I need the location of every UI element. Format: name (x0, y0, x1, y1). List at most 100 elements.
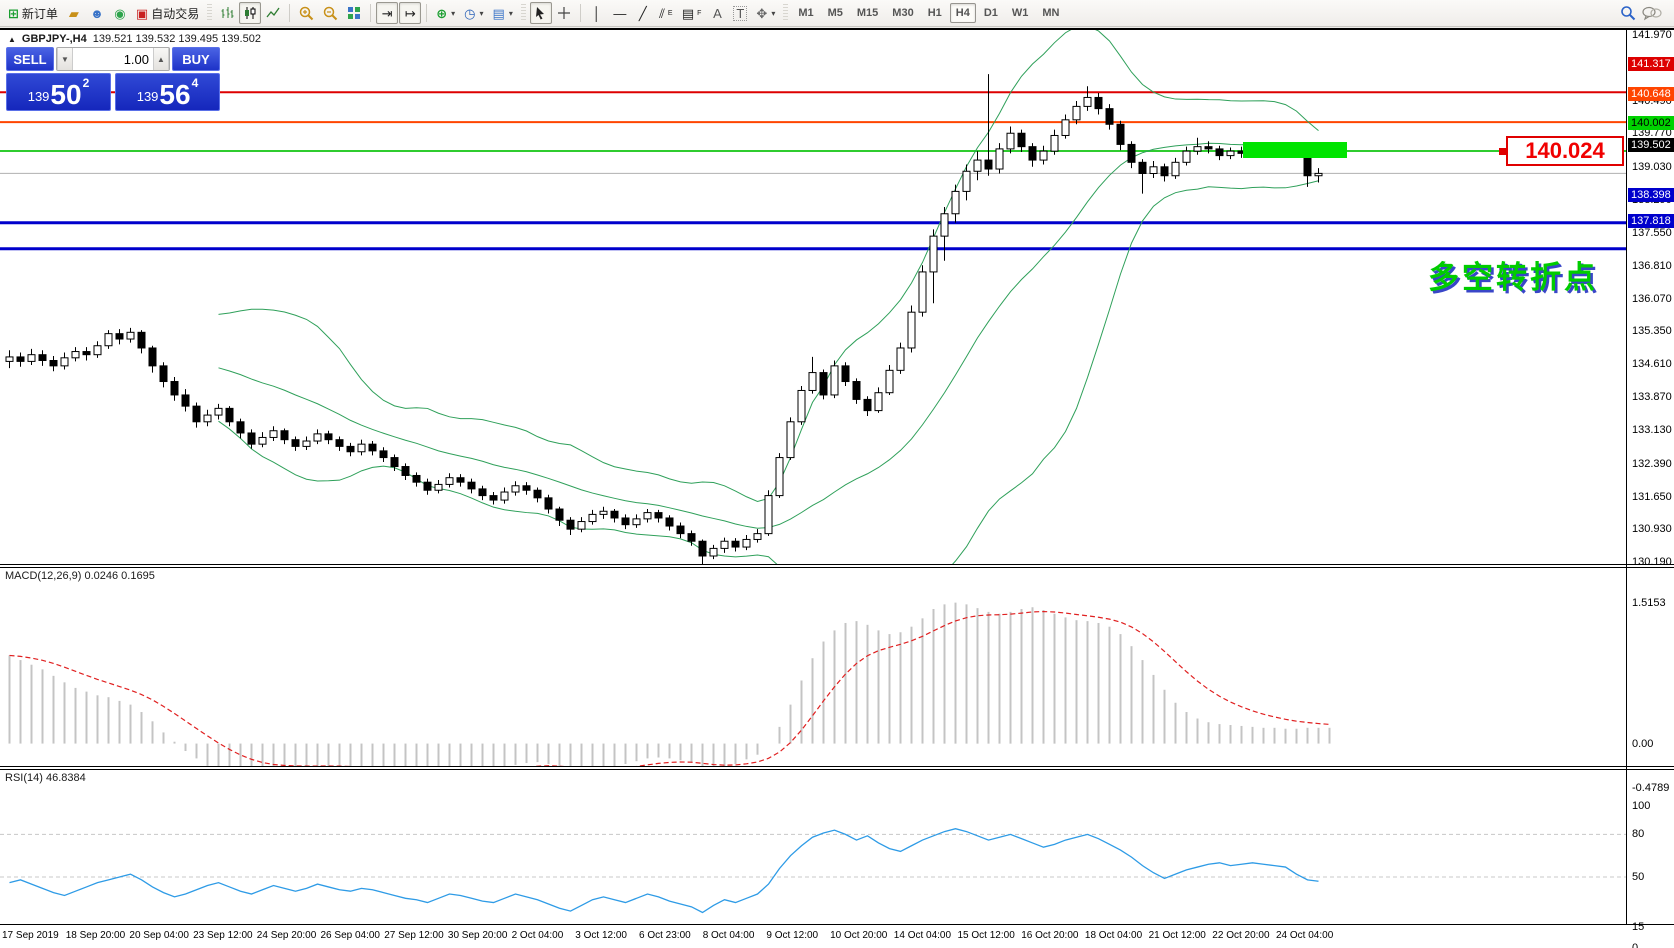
timeframe-M30[interactable]: M30 (892, 7, 914, 19)
channel-icon: ⫽ (659, 5, 665, 21)
label-tool-icon: T (733, 5, 748, 21)
time-tick: 2 Oct 04:00 (511, 930, 564, 941)
timeframe-D1[interactable]: D1 (983, 7, 998, 19)
macd-tick: -0.4789 (1632, 782, 1670, 794)
time-tick: 26 Sep 04:00 (320, 930, 381, 941)
time-tick: 15 Oct 12:00 (957, 930, 1015, 941)
market-watch-button[interactable]: ▰ (63, 2, 85, 24)
time-tick: 9 Oct 12:00 (766, 930, 819, 941)
toolbar-grip (783, 4, 789, 22)
macd-label: MACD(12,26,9) 0.0246 0.1695 (5, 570, 155, 582)
time-tick: 21 Oct 12:00 (1148, 930, 1206, 941)
label-tool-button[interactable]: T (729, 2, 751, 24)
crosshair-tool-button[interactable] (553, 2, 575, 24)
market-watch-icon: ▰ (68, 5, 79, 21)
macd-plot (8, 602, 1331, 766)
time-tick: 8 Oct 04:00 (702, 930, 755, 941)
templates-icon: ▤ (492, 5, 505, 21)
fibonacci-icon: ▤ (681, 5, 695, 21)
toolbar-separator (289, 4, 291, 22)
timeframe-M1[interactable]: M1 (798, 7, 814, 19)
periods-button[interactable]: ◷ ▾ (460, 2, 487, 24)
sell-price-big: 50 (50, 78, 82, 110)
price-badge: 140.648 (1628, 87, 1674, 102)
price-badge: 140.002 (1628, 116, 1674, 131)
collapse-arrow-icon[interactable]: ▲ (8, 34, 16, 44)
arrows-icon: ✥ (756, 5, 768, 21)
panel-separator[interactable] (0, 766, 1674, 770)
timeframe-H1[interactable]: H1 (927, 7, 942, 19)
chart-shift-button[interactable]: ↦ (399, 2, 422, 24)
rsi-tick: 80 (1632, 828, 1645, 841)
sell-button[interactable]: SELL (6, 47, 54, 71)
rsi-tick: 15 (1632, 920, 1645, 933)
time-tick: 20 Sep 04:00 (129, 930, 189, 941)
templates-button[interactable]: ▤ ▾ (489, 2, 517, 24)
volume-down-button[interactable]: ▼ (57, 48, 73, 70)
price-tick: 133.130 (1632, 424, 1672, 437)
zoom-out-button[interactable] (319, 2, 342, 24)
tile-windows-button[interactable] (343, 2, 365, 24)
time-tick: 23 Sep 12:00 (193, 930, 253, 941)
arrows-tool-button[interactable]: ✥ ▾ (752, 2, 779, 24)
price-tick: 132.390 (1632, 457, 1672, 470)
callout-endpoint (1499, 148, 1506, 155)
buy-price-main: 139 (136, 89, 159, 104)
price-badge: 137.818 (1628, 213, 1674, 228)
chat-icon[interactable] (1642, 6, 1662, 21)
fibonacci-tool-button[interactable]: ▤ F (678, 2, 706, 24)
bar-chart-button[interactable] (216, 2, 238, 24)
buy-price-button[interactable]: 139 56 4 (115, 73, 220, 111)
timeframe-H4[interactable]: H4 (949, 3, 976, 23)
toolbar-grip (207, 4, 213, 22)
vertical-line-icon: │ (592, 5, 601, 21)
time-tick: 17 Sep 2019 (2, 930, 59, 941)
price-axis-border (1626, 30, 1627, 924)
tile-windows-icon (348, 7, 361, 19)
horizontal-line-tool-button[interactable]: — (609, 2, 631, 24)
candlestick-chart-button[interactable] (239, 2, 262, 24)
candlestick-chart-icon (245, 7, 256, 19)
auto-trading-icon: ▣ (135, 5, 149, 21)
cursor-tool-button[interactable] (529, 2, 552, 24)
time-axis[interactable]: 17 Sep 2019 18 Sep 20:00 20 Sep 04:00 23 Se… (0, 924, 1674, 948)
auto-scroll-icon: ⇥ (381, 5, 393, 21)
volume-input[interactable] (73, 48, 153, 70)
sell-price-button[interactable]: 139 50 2 (6, 73, 111, 111)
buy-button[interactable]: BUY (172, 47, 220, 71)
zoom-in-button[interactable] (295, 2, 318, 24)
volume-up-button[interactable]: ▲ (153, 48, 169, 70)
price-badge: 138.398 (1628, 187, 1674, 202)
channel-tool-button[interactable]: ⫽ E (655, 2, 677, 24)
price-tick: 139.770 (1632, 127, 1672, 140)
bar-chart-icon (221, 7, 234, 18)
channel-sub: E (667, 9, 673, 17)
timeframe-M5[interactable]: M5 (827, 7, 843, 19)
signal-button[interactable]: ◉ (109, 2, 131, 24)
price-tick: 141.970 (1632, 29, 1672, 41)
auto-scroll-button[interactable]: ⇥ (376, 2, 399, 24)
time-tick: 14 Oct 04:00 (893, 930, 952, 941)
toolbar-right (1620, 5, 1670, 21)
indicators-button[interactable]: ⊕ ▾ (432, 2, 459, 24)
new-order-button[interactable]: ⊞ 新订单 (4, 2, 62, 24)
timeframe-W1[interactable]: W1 (1011, 7, 1029, 19)
macd-tick: 1.5153 (1632, 597, 1666, 609)
trendline-tool-button[interactable]: ╱ (632, 2, 654, 24)
timeframe-M15[interactable]: M15 (856, 7, 879, 19)
indicators-icon: ⊕ (436, 5, 448, 21)
ohlc-values: 139.521 139.532 139.495 139.502 (92, 33, 261, 45)
sell-price-sup: 2 (82, 76, 90, 90)
timeframe-MN[interactable]: MN (1042, 7, 1060, 19)
panel-separator[interactable] (0, 564, 1674, 568)
search-icon[interactable] (1620, 5, 1636, 21)
vertical-line-tool-button[interactable]: │ (586, 2, 608, 24)
price-tick: 136.810 (1632, 259, 1672, 272)
auto-trading-button[interactable]: ▣ 自动交易 (132, 2, 203, 24)
line-chart-button[interactable] (262, 2, 284, 24)
new-order-icon: ⊞ (8, 5, 19, 21)
buy-price-sup: 4 (191, 76, 199, 90)
text-tool-icon: A (713, 5, 722, 21)
text-tool-button[interactable]: A (706, 2, 728, 24)
profile-button[interactable]: ☻ (86, 2, 108, 24)
